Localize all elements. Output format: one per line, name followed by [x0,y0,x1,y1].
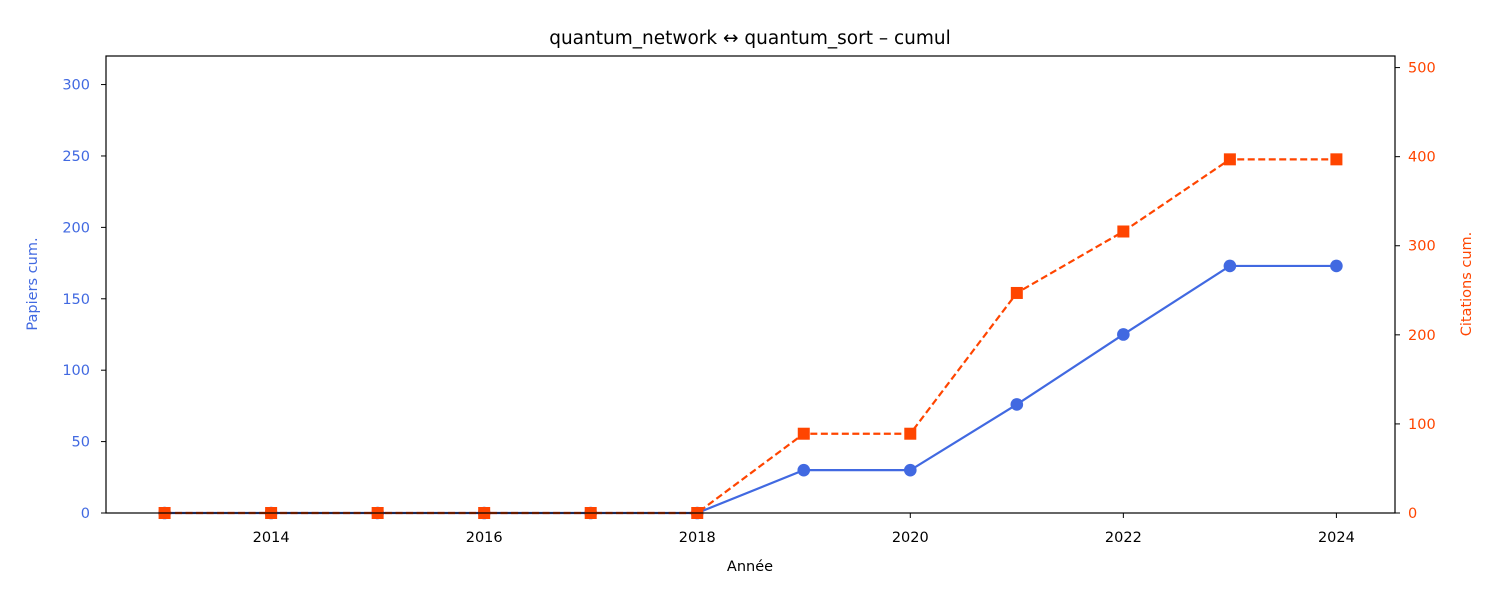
x-axis-label: Année [727,559,773,575]
papers-data-point [903,463,917,477]
citations-data-point [1223,153,1236,166]
y-left-tick-label: 50 [72,435,90,451]
y-left-axis-label: Papiers cum. [25,237,41,330]
x-tick-label: 2018 [679,530,716,546]
y-left-tick-label: 200 [62,220,90,236]
y-right-axis-label: Citations cum. [1459,232,1475,337]
y-left-tick-label: 100 [62,363,90,379]
papers-data-point [797,463,811,477]
x-tick-label: 2016 [466,530,503,546]
y-left-tick-label: 150 [62,292,90,308]
y-left-tick-label: 300 [62,78,90,94]
y-left-tick-label: 0 [81,506,90,522]
papers-data-point [1223,259,1237,273]
x-tick-label: 2014 [253,530,290,546]
citations-data-point [904,427,917,440]
citations-data-point [1010,286,1023,299]
y-left-tick-label: 250 [62,149,90,165]
papers-data-point [1117,328,1130,341]
citations-data-point [1117,225,1130,238]
y-right-tick-label: 400 [1408,150,1436,166]
plot-frame [105,55,1396,514]
x-tick-label: 2020 [892,530,929,546]
citations-data-point [1330,153,1343,166]
y-right-tick-label: 500 [1408,61,1436,77]
y-right-tick-label: 100 [1408,417,1436,433]
y-right-tick-label: 200 [1408,328,1436,344]
y-right-tick-label: 0 [1408,506,1417,522]
papers-data-point [1010,398,1024,411]
papers-data-point [1330,259,1343,273]
citations-data-point [797,427,810,440]
x-tick-label: 2024 [1318,530,1355,546]
chart-title: quantum_network ↔ quantum_sort – cumul [549,28,951,49]
y-right-tick-label: 300 [1408,239,1436,255]
x-tick-label: 2022 [1105,530,1142,546]
